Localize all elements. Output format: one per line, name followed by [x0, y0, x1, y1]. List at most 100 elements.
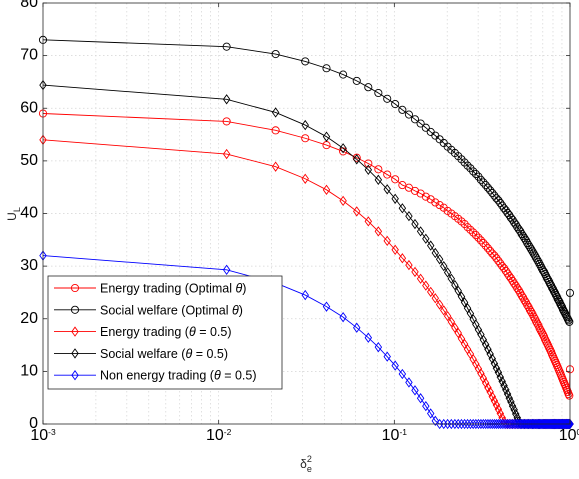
data-point: [502, 384, 510, 395]
data-point: [507, 396, 515, 408]
data-point: [431, 247, 440, 259]
data-point: [457, 333, 466, 344]
data-point: [411, 218, 419, 230]
y-tick-label: 60: [20, 99, 38, 116]
x-tick-label: 100: [559, 427, 579, 444]
data-point: [474, 233, 483, 242]
data-point: [222, 94, 231, 105]
data-point: [549, 287, 559, 296]
data-point: [421, 192, 430, 201]
data-point: [488, 188, 497, 198]
data-point: [520, 296, 529, 305]
data-point: [463, 161, 472, 170]
data-point: [426, 408, 435, 419]
data-point: [471, 231, 480, 240]
data-point: [486, 348, 494, 360]
data-point: [374, 342, 383, 353]
y-tick-label: 10: [20, 362, 38, 379]
data-point: [534, 257, 543, 266]
data-point: [496, 198, 505, 208]
data-point: [466, 225, 475, 234]
legend-label: Non energy trading (θ = 0.5): [100, 369, 257, 383]
legend-item: Energy trading (Optimal θ): [54, 282, 246, 296]
y-axis-label-sub: L: [12, 207, 22, 212]
data-point: [416, 393, 425, 404]
data-point: [560, 379, 569, 389]
data-point: [301, 119, 309, 131]
data-point: [488, 353, 497, 364]
data-point: [391, 175, 400, 184]
data-point: [488, 391, 497, 402]
data-point: [532, 317, 541, 326]
legend: Energy trading (Optimal θ) Social welfare…: [47, 275, 283, 390]
data-point: [426, 240, 435, 251]
data-point: [494, 367, 503, 378]
data-point: [391, 99, 400, 109]
data-point: [481, 339, 490, 350]
data-point: [454, 327, 462, 339]
y-axis-label: UL: [5, 207, 22, 221]
data-point: [525, 243, 534, 252]
data-point: [404, 110, 413, 119]
data-point: [322, 184, 331, 195]
data-point: [398, 253, 407, 264]
data-point: [422, 280, 430, 291]
x-axis-label-sup: 2: [307, 454, 312, 464]
data-point: [339, 195, 347, 207]
data-point: [451, 322, 459, 333]
data-point: [411, 266, 419, 278]
data-point: [566, 418, 574, 430]
data-point: [353, 322, 361, 333]
data-point: [416, 226, 425, 237]
data-point: [398, 203, 407, 214]
data-point: [479, 238, 488, 248]
data-point: [514, 225, 523, 234]
data-point: [513, 223, 522, 232]
data-point: [364, 83, 373, 92]
data-point: [490, 395, 499, 407]
data-point: [431, 198, 440, 207]
data-point: [513, 284, 522, 293]
data-point: [502, 418, 510, 430]
data-point: [271, 50, 280, 59]
data-point: [339, 70, 348, 79]
data-point: [435, 254, 444, 265]
data-point: [301, 173, 309, 184]
y-tick-label: 40: [20, 205, 38, 222]
data-point: [364, 332, 373, 343]
data-point: [422, 233, 430, 244]
data-point: [352, 153, 361, 162]
data-point: [492, 363, 501, 374]
data-point: [443, 267, 452, 278]
data-point: [463, 418, 472, 430]
data-point: [535, 324, 544, 333]
legend-item: Social welfare (θ = 0.5): [54, 347, 228, 361]
data-point: [447, 273, 456, 284]
data-point: [322, 301, 331, 312]
data-point: [565, 317, 574, 326]
data-point: [492, 194, 501, 203]
data-point: [530, 251, 539, 260]
y-tick-label: 0: [29, 415, 38, 432]
legend-box: [47, 275, 283, 390]
data-point: [554, 296, 563, 305]
axis-ticks: 0 10 20 30 40 50 60 70 80 10-3 10-2 10-1 100: [20, 0, 579, 444]
data-point: [481, 377, 490, 389]
data-point: [510, 404, 518, 415]
x-axis-label-sub: e: [307, 464, 312, 474]
data-point: [508, 400, 517, 412]
data-point: [271, 107, 280, 118]
data-point: [405, 210, 413, 222]
data-point: [500, 380, 508, 391]
data-point: [492, 254, 501, 263]
data-point: [352, 76, 361, 85]
data-point: [536, 326, 545, 335]
data-point: [483, 244, 492, 253]
data-point: [383, 94, 392, 103]
data-point: [460, 297, 469, 308]
data-point: [486, 186, 495, 195]
data-point: [398, 105, 407, 114]
data-point: [492, 399, 501, 411]
data-point: [520, 234, 529, 243]
